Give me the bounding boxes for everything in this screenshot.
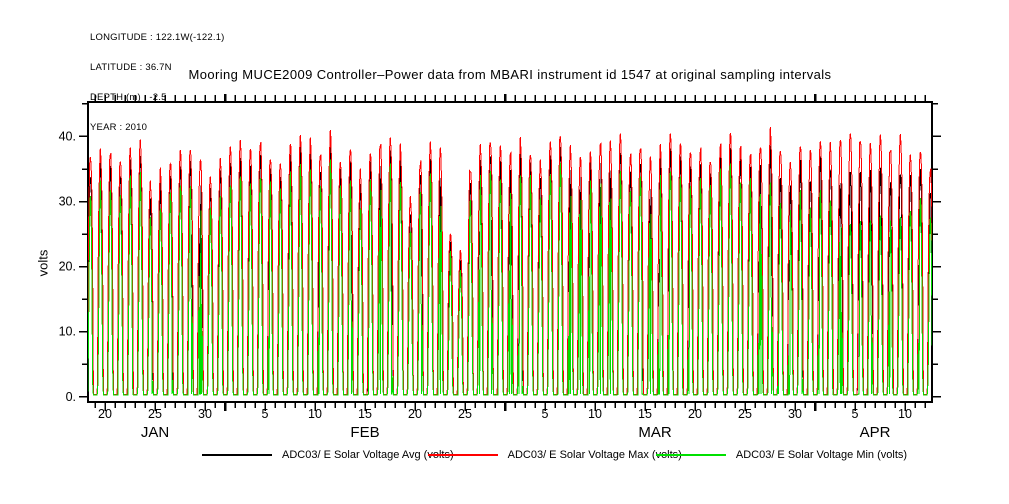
x-tick-label: 10 bbox=[588, 407, 602, 421]
y-tick-label: 40. bbox=[59, 129, 76, 143]
x-tick-label: 25 bbox=[458, 407, 472, 421]
max-line-swatch bbox=[427, 453, 498, 456]
month-label: FEB bbox=[350, 424, 379, 441]
x-tick-label: 25 bbox=[738, 407, 752, 421]
y-tick-label: 0. bbox=[66, 390, 76, 404]
x-tick-label: 5 bbox=[542, 407, 549, 421]
min-line-swatch bbox=[655, 453, 726, 456]
metadata-latitude: LATITUDE : 36.7N bbox=[90, 62, 172, 73]
x-tick-label: 5 bbox=[262, 407, 269, 421]
x-tick-label: 5 bbox=[852, 407, 859, 421]
x-tick-label: 20 bbox=[408, 407, 422, 421]
y-tick-label: 30. bbox=[59, 195, 76, 209]
y-tick-label: 10. bbox=[59, 325, 76, 339]
legend: ADC03/ E Solar Voltage Avg (volts) ADC03… bbox=[202, 447, 907, 462]
data-series bbox=[88, 127, 932, 396]
x-tick-label: 25 bbox=[148, 407, 162, 421]
x-tick-label: 20 bbox=[688, 407, 702, 421]
axis-labels: 20 25 30 5 10 15 20 25 5 10 15 20 25 30 5 10 JAN FEB MAR AP… bbox=[59, 129, 912, 441]
x-tick-label: 30 bbox=[788, 407, 802, 421]
chart-title: Mooring MUCE2009 Controller–Power data f… bbox=[188, 67, 832, 82]
x-tick-label: 10 bbox=[308, 407, 322, 421]
month-label: JAN bbox=[141, 424, 169, 441]
x-tick-label: 10 bbox=[898, 407, 912, 421]
x-tick-label: 30 bbox=[198, 407, 212, 421]
legend-label-avg: ADC03/ E Solar Voltage Avg (volts) bbox=[282, 448, 454, 461]
metadata-year: YEAR : 2010 bbox=[90, 122, 148, 133]
avg-line-swatch bbox=[202, 453, 272, 456]
x-tick-label: 20 bbox=[98, 407, 112, 421]
metadata-block: LONGITUDE : 122.1W(-122.1) LATITUDE : 36… bbox=[90, 13, 225, 153]
legend-label-max: ADC03/ E Solar Voltage Max (volts) bbox=[507, 448, 682, 461]
month-label: MAR bbox=[638, 424, 672, 441]
x-tick-label: 15 bbox=[358, 407, 372, 421]
legend-label-min: ADC03/ E Solar Voltage Min (volts) bbox=[735, 448, 908, 461]
metadata-longitude: LONGITUDE : 122.1W(-122.1) bbox=[90, 32, 225, 43]
x-tick-label: 15 bbox=[638, 407, 652, 421]
y-tick-label: 20. bbox=[59, 260, 76, 274]
min-series-line bbox=[88, 159, 932, 396]
month-label: APR bbox=[860, 424, 891, 441]
